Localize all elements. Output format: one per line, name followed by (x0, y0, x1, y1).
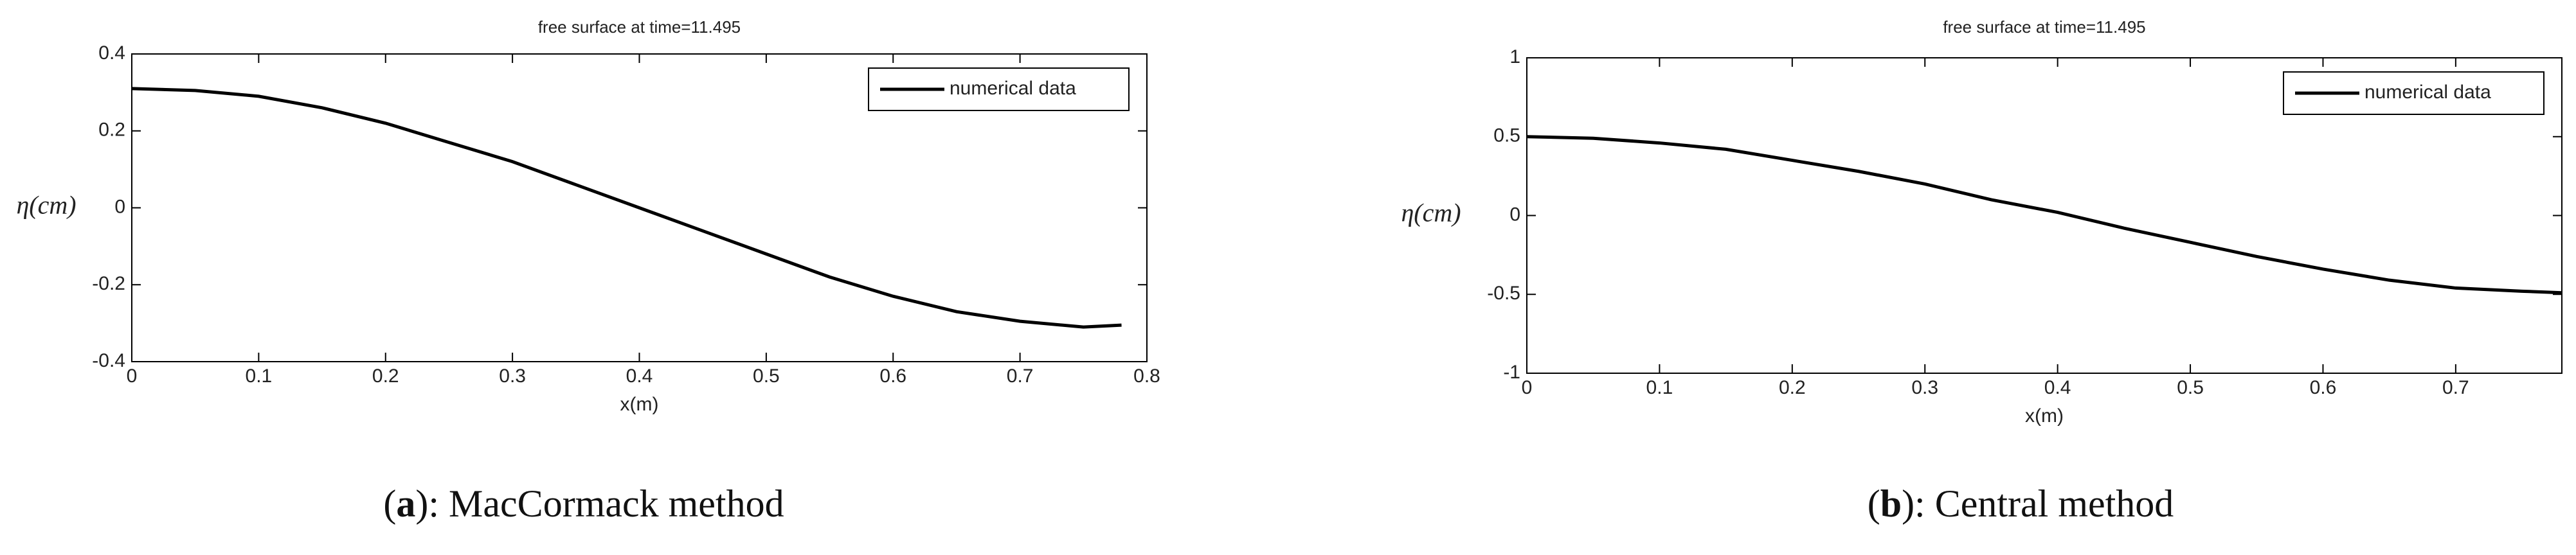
x-tick-label: 0.5 (2177, 377, 2204, 398)
caption-label: b (1880, 482, 1902, 525)
x-tick-label: 0.3 (1911, 377, 1938, 398)
y-axis-label: η(cm) (16, 191, 76, 220)
legend-label: numerical data (950, 78, 1076, 99)
y-tick-label: 0.2 (98, 119, 125, 141)
data-line (1526, 135, 2562, 295)
x-tick-label: 0.5 (753, 366, 780, 387)
caption: (b): Central method (1868, 482, 2174, 525)
caption-open: ( (383, 482, 396, 525)
x-tick-label: 0.6 (879, 366, 906, 387)
x-tick-label: 0.1 (1646, 377, 1673, 398)
caption-label: a (396, 482, 415, 525)
x-tick-label: 0.4 (2044, 377, 2071, 398)
caption-open: ( (1868, 482, 1880, 525)
caption-text: ): MacCormack method (415, 482, 784, 525)
chart-title: free surface at time=11.495 (1943, 17, 2145, 37)
x-tick-label: 0.4 (626, 366, 653, 387)
x-tick-label: 0 (127, 366, 138, 387)
x-tick-label: 0.7 (1007, 366, 1034, 387)
caption-text: ): Central method (1902, 482, 2174, 525)
x-tick-label: 0.7 (2442, 377, 2469, 398)
x-tick-label: 0.1 (246, 366, 273, 387)
x-tick-label: 0.6 (2310, 377, 2337, 398)
data-line (131, 87, 1122, 329)
y-tick-label: -0.5 (1487, 283, 1520, 304)
x-tick-label: 0.2 (1779, 377, 1806, 398)
y-tick-label: -0.2 (92, 273, 125, 294)
y-tick-label: -0.4 (92, 350, 125, 371)
chart-title: free surface at time=11.495 (538, 17, 741, 37)
y-tick-label: 0.5 (1493, 125, 1520, 146)
y-tick-label: 0 (114, 196, 125, 217)
x-tick-label: 0.3 (499, 366, 526, 387)
y-tick-label: 0 (1509, 204, 1520, 225)
x-axis-label: x(m) (2025, 405, 2064, 427)
y-tick-label: 0.4 (98, 42, 125, 64)
y-tick-label: 1 (1509, 46, 1520, 67)
legend-label: numerical data (2364, 82, 2491, 103)
x-tick-label: 0.2 (372, 366, 399, 387)
x-tick-label: 0 (1522, 377, 1533, 398)
y-axis-label: η(cm) (1401, 198, 1461, 227)
x-tick-label: 0.8 (1133, 366, 1160, 387)
x-axis-label: x(m) (620, 394, 659, 415)
caption: (a): MacCormack method (383, 482, 784, 525)
y-tick-label: -1 (1503, 362, 1520, 383)
